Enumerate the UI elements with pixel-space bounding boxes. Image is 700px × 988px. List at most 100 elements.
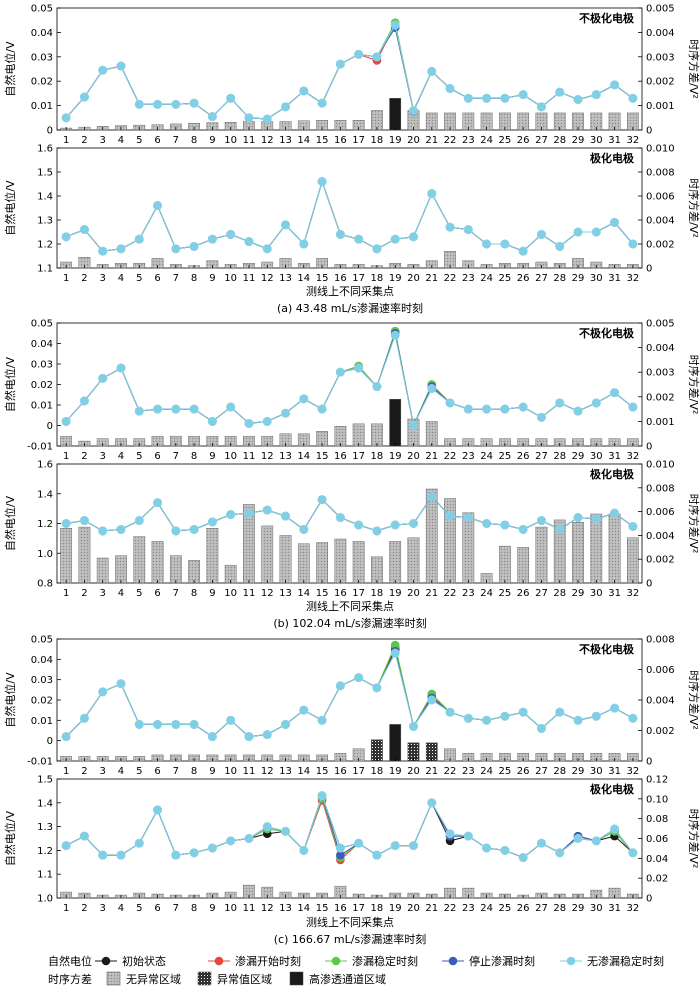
- series-point: [244, 237, 254, 247]
- xtick-label: 9: [209, 766, 215, 777]
- series-point: [280, 826, 291, 836]
- legend-series-marker: [214, 956, 224, 966]
- xtick-label: 31: [608, 451, 621, 462]
- series-point: [79, 92, 89, 102]
- series-point: [628, 402, 638, 412]
- variance-bar: [608, 513, 621, 584]
- series-point: [262, 114, 272, 124]
- series-point: [610, 217, 620, 227]
- xtick-label: 32: [626, 451, 639, 462]
- variance-bar: [297, 543, 310, 584]
- series-point: [536, 515, 547, 526]
- series-point: [354, 520, 364, 530]
- series-point: [207, 517, 217, 527]
- variance-bar: [444, 498, 456, 584]
- variance-bar: [115, 555, 127, 584]
- series-line: [65, 647, 634, 738]
- ytick-label: 0.01: [31, 401, 53, 412]
- xtick-label: 20: [407, 273, 420, 284]
- series-point: [390, 520, 400, 530]
- legend-series-label: 渗漏开始时刻: [235, 954, 301, 968]
- xtick-label: 31: [608, 766, 621, 777]
- xtick-label: 6: [154, 588, 160, 599]
- series-point: [152, 498, 163, 508]
- y2tick-label: 0.006: [646, 192, 675, 203]
- series-point: [463, 404, 473, 414]
- y2tick-label: 0.001: [646, 101, 675, 112]
- y2tick-label: 0: [646, 579, 652, 590]
- ytick-label: 0.05: [31, 319, 53, 330]
- xtick-label: 15: [316, 588, 329, 599]
- variance-bar: [279, 535, 292, 584]
- series-point: [518, 852, 528, 863]
- xtick-label: 29: [572, 273, 585, 284]
- xtick-label: 15: [316, 903, 329, 914]
- series-point: [500, 93, 510, 103]
- series-point: [573, 94, 583, 105]
- variance-bar: [572, 522, 584, 584]
- xtick-label: 2: [81, 766, 87, 777]
- series-point: [189, 98, 199, 108]
- xtick-label: 32: [626, 273, 639, 284]
- xtick-label: 16: [334, 766, 347, 777]
- xtick-label: 17: [352, 451, 365, 462]
- series-point: [555, 848, 565, 858]
- variance-bar: [188, 560, 200, 584]
- ytick-label: 0.04: [31, 339, 53, 350]
- ytick-label: 0.02: [31, 696, 53, 707]
- xtick-label: 30: [590, 451, 603, 462]
- series-point: [207, 732, 217, 742]
- y2label: 时序方差/V²: [687, 39, 700, 99]
- series-point: [628, 521, 638, 532]
- y2tick-label: 0.12: [646, 775, 668, 786]
- xtick-label: 3: [100, 766, 106, 777]
- series-point: [591, 711, 601, 721]
- series-point: [536, 412, 547, 422]
- series-point: [573, 833, 583, 844]
- y2tick-label: 0.008: [646, 483, 675, 494]
- xtick-label: 12: [261, 135, 274, 146]
- series-point: [536, 723, 547, 734]
- xtick-label: 32: [626, 588, 639, 599]
- y2tick-label: 0: [646, 894, 652, 905]
- series-line: [65, 26, 634, 120]
- ytick-label: 1.4: [37, 192, 53, 203]
- xtick-label: 11: [243, 766, 256, 777]
- variance-bar: [151, 541, 164, 584]
- ytick-label: 0.05: [31, 635, 53, 646]
- xtick-label: 24: [480, 588, 493, 599]
- series-point: [152, 201, 163, 211]
- xtick-label: 5: [136, 588, 142, 599]
- xtick-label: 6: [154, 135, 160, 146]
- xtick-label: 3: [100, 135, 106, 146]
- ytick-label: 1.6: [37, 460, 53, 471]
- xtick-label: 5: [136, 903, 142, 914]
- xtick-label: 31: [608, 588, 621, 599]
- legend-area-label: 无异常区域: [126, 973, 181, 986]
- xtick-label: 3: [100, 588, 106, 599]
- series-point: [445, 707, 455, 717]
- series-point: [189, 241, 199, 251]
- series-line: [65, 26, 634, 120]
- series-point: [427, 492, 437, 502]
- variance-bar: [352, 541, 365, 584]
- xtick-label: 2: [81, 903, 87, 914]
- series-point: [536, 102, 547, 112]
- xtick-label: 5: [136, 135, 142, 146]
- series-line: [65, 333, 634, 428]
- xtick-label: 12: [261, 273, 274, 284]
- y2tick-label: 0.003: [646, 368, 675, 379]
- variance-bar: [517, 547, 530, 584]
- xtick-label: 23: [462, 766, 475, 777]
- xtick-label: 19: [389, 588, 402, 599]
- series-point: [390, 330, 400, 340]
- y2label: 时序方差/V²: [687, 494, 700, 554]
- series-line: [66, 495, 634, 532]
- y2tick-label: 0.003: [646, 52, 675, 63]
- ytick-label: 0.03: [31, 52, 53, 63]
- legend-series-label: 无渗漏稳定时刻: [587, 954, 664, 968]
- xtick-label: 25: [499, 451, 512, 462]
- legend-area-label: 高渗透通道区域: [309, 972, 386, 986]
- y2label: 时序方差/V²: [687, 670, 700, 730]
